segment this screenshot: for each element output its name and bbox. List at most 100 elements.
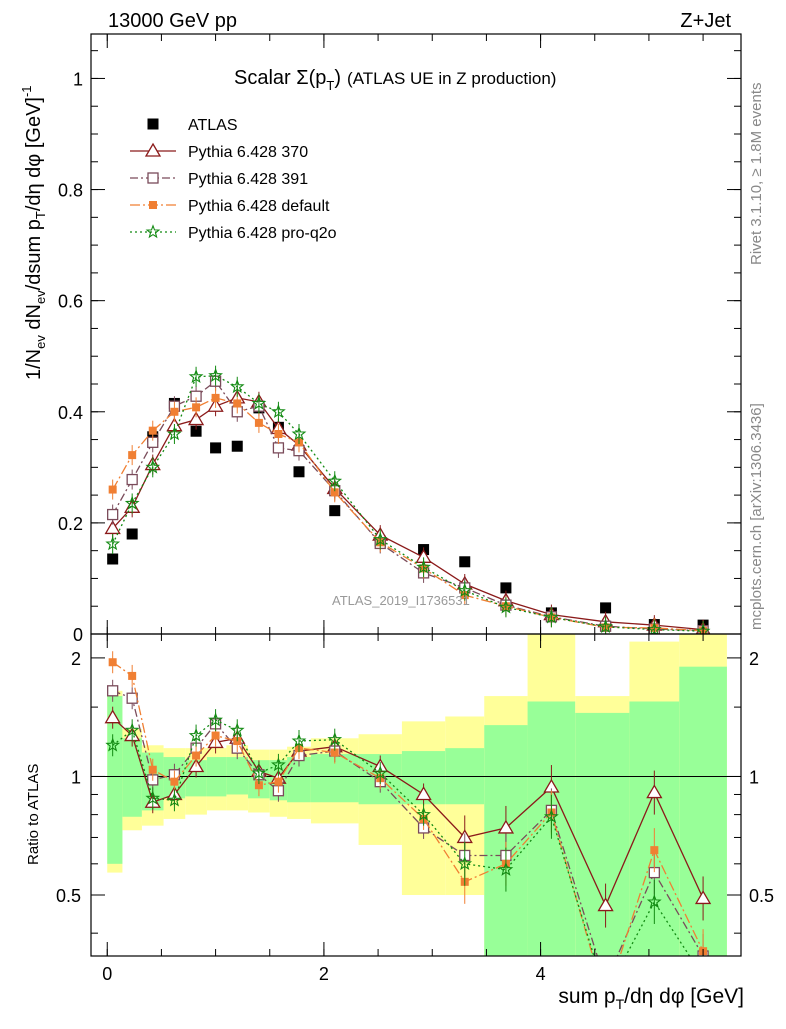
ratio-point-pq2o [167,792,182,807]
ratio-point-pq2o [697,971,709,982]
ratio-point-pq2o [646,894,662,909]
legend-marker-p370 [144,142,162,157]
main-plot-marks [104,365,711,634]
point-data [210,442,222,454]
ratio-y-tick-label-right: 1 [749,767,759,787]
legend-marker-pdefault [149,201,157,209]
y-tick-label: 0.4 [58,403,83,423]
ratio-point-pdefault [128,671,137,680]
point-p391 [126,473,138,486]
ratio-point-pq2o [416,806,431,821]
y-tick-label: 0.8 [58,181,83,201]
main-ylabel: 1/Nev dNev/dsum pT/dη dφ [GeV]-1 [19,85,48,380]
band-inner-bin [226,757,249,795]
ratio-plot-marks [91,651,741,982]
point-pq2o [251,395,267,410]
point-pdefault [170,407,179,416]
header-right: Z+Jet [680,10,731,32]
point-data [126,528,138,540]
analysis-watermark: ATLAS_2019_I1736531 [332,593,470,608]
point-pq2o [327,473,343,488]
axes-ticks: 0 0.2 0.4 0.6 0.8 1 0.5 0.5 1 1 2 2 0 2 4 [56,34,774,984]
header-left: 13000 GeV pp [108,10,237,32]
point-pq2o [457,582,473,597]
point-pdefault [192,403,201,412]
legend-marker-p391 [147,172,159,184]
ratio-point-pq2o [327,731,343,746]
ratio-y-tick-label-right: 2 [749,649,759,669]
y-tick-label: 1 [73,69,83,89]
point-pq2o [167,426,182,441]
ratio-y-tick-label: 1 [71,767,81,787]
point-data [600,602,612,614]
point-pdefault [108,485,117,494]
ratio-point-pq2o [372,765,388,780]
x-axis-label: sum pT/dη dφ [GeV] [558,985,744,1012]
ratio-point-pq2o [457,856,473,871]
ratio-y-tick-label: 0.5 [56,886,81,906]
x-tick-label: 2 [319,964,329,984]
ratio-uncertainty-bands [107,634,727,956]
ratio-point-pdefault [274,777,283,786]
ratio-point-pq2o [124,722,140,737]
ratio-point-pdefault [254,781,263,790]
y-tick-label: 0.2 [58,514,83,534]
point-data [329,505,341,517]
legend-label-p370: Pythia 6.428 370 [188,144,308,161]
ratio-point-p370 [415,786,432,801]
point-data [459,556,471,568]
ratio-y-tick-label: 2 [71,649,81,669]
mcplots-label: mcplots.cern.ch [arXiv:1306.3436] [748,403,765,630]
band-inner-bin [287,757,311,803]
point-data [231,440,243,452]
legend-label-pq2o: Pythia 6.428 pro-q2o [188,225,337,242]
point-data [190,425,202,437]
point-pq2o [498,599,514,614]
ratio-point-pq2o [251,765,267,780]
ratio-point-pq2o [208,712,223,727]
legend-label-pdefault: Pythia 6.428 default [188,198,330,215]
rivet-label: Rivet 3.1.10, ≥ 1.8M events [748,83,765,266]
ratio-point-pdefault [211,731,220,740]
point-pq2o [416,559,431,574]
point-p370 [187,411,205,426]
point-pdefault [211,393,220,402]
point-pq2o [124,495,140,510]
ratio-point-pdefault [330,748,339,757]
point-p391 [272,442,285,454]
point-pdefault [233,399,242,408]
ratio-y-tick-label-right: 0.5 [749,886,774,906]
y-tick-label: 0 [73,625,83,645]
point-pq2o [544,609,559,624]
point-pq2o [646,621,662,634]
point-pq2o [105,536,121,551]
legend-label-p391: Pythia 6.428 391 [188,171,308,188]
legend-marker-pq2o [145,224,161,239]
point-pq2o [145,459,161,474]
point-pdefault [148,426,157,435]
point-data [500,582,512,594]
ratio-point-p391 [107,685,119,697]
ratio-point-p370 [694,890,712,905]
ratio-point-pq2o [188,727,204,742]
point-pdefault [128,451,137,460]
ratio-point-pdefault [170,777,179,786]
band-inner-bin [107,696,123,864]
point-pq2o [188,368,204,384]
point-pq2o [598,618,613,634]
point-p370 [104,520,121,535]
legend: ATLAS Pythia 6.428 370 Pythia 6.428 391 Pyt… [130,117,337,242]
ratio-point-pq2o [145,790,161,805]
ratio-frame [90,633,742,957]
ratio-point-p370 [104,709,121,724]
ratio-point-pq2o [229,722,245,737]
point-pq2o [291,426,307,441]
band-inner-bin [122,738,142,817]
point-pq2o [229,379,245,394]
point-data [107,553,119,565]
point-pq2o [271,403,286,419]
ratio-point-pq2o [105,737,121,752]
plot-title: Scalar Σ(pT) (ATLAS UE in Z production) [234,67,556,93]
ratio-point-pq2o [498,861,514,876]
